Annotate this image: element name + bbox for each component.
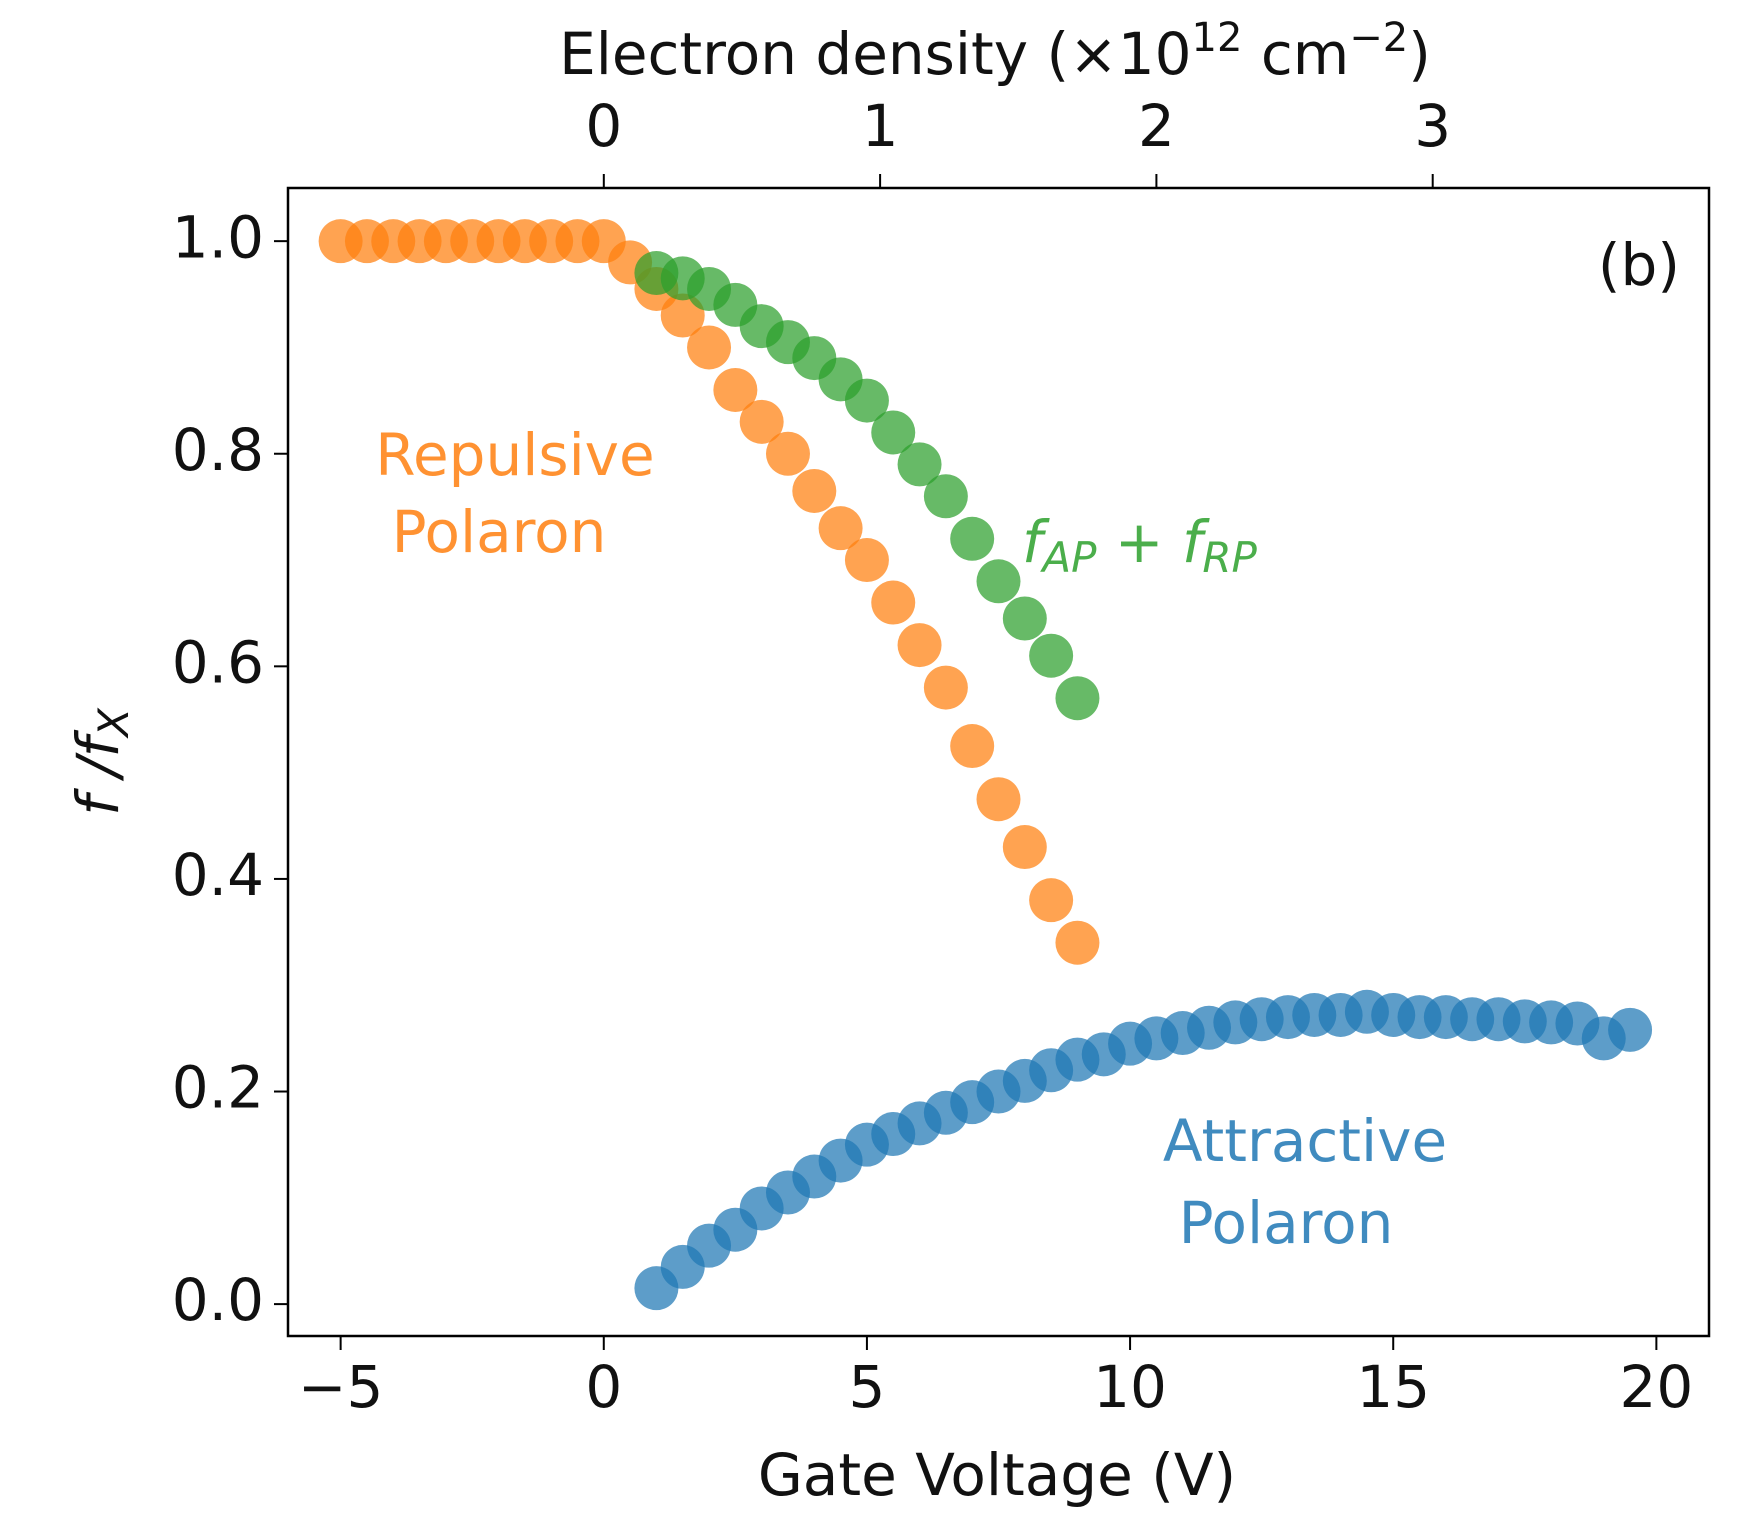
marker (897, 442, 942, 487)
x-tick-label: 10 (1093, 1353, 1167, 1421)
y-tick-label: 0.0 (172, 1266, 264, 1334)
marker (976, 559, 1021, 604)
marker (950, 516, 995, 561)
marker (844, 538, 889, 583)
marker (1608, 1007, 1653, 1052)
top-x-tick-label: 2 (1138, 92, 1175, 160)
marker (976, 777, 1021, 822)
y-tick-label: 0.2 (172, 1054, 264, 1122)
top-axis-title-part: ) (1408, 20, 1431, 88)
series (634, 989, 1653, 1311)
marker (713, 367, 758, 412)
y-axis-title-part: X (89, 707, 138, 739)
marker (1055, 676, 1100, 721)
marker (1029, 633, 1074, 678)
y-axis-title: f /fX (64, 707, 137, 816)
series-label: Attractive (1163, 1107, 1447, 1175)
marker (1002, 596, 1047, 641)
x-tick-label: 5 (848, 1353, 885, 1421)
series-label: Polaron (1179, 1189, 1394, 1257)
top-axis-title: Electron density (×1012 cm−2) (559, 15, 1431, 88)
marker (765, 431, 810, 476)
marker (844, 378, 889, 423)
top-axis-title-part: cm (1242, 20, 1349, 88)
series-label-part: + f (1096, 508, 1209, 576)
y-tick-label: 0.4 (172, 841, 264, 909)
marker (792, 468, 837, 513)
x-axis-title: Gate Voltage (V) (758, 1441, 1236, 1509)
marker (739, 399, 784, 444)
top-axis-title-part: 12 (1192, 15, 1243, 61)
series (634, 251, 1100, 721)
marker (923, 665, 968, 710)
y-axis-title-part: f /f (64, 729, 132, 815)
marker (897, 623, 942, 668)
top-x-tick-label: 3 (1414, 92, 1451, 160)
x-tick-label: 20 (1619, 1353, 1693, 1421)
marker (1002, 825, 1047, 870)
marker (923, 474, 968, 519)
marker (818, 506, 863, 551)
plot-frame (286, 186, 1711, 1338)
marker (1055, 920, 1100, 965)
x-tick-label: 15 (1356, 1353, 1430, 1421)
top-axis-title-part: Electron density (×10 (559, 20, 1191, 88)
y-tick-label: 0.8 (172, 416, 264, 484)
y-tick-label: 0.6 (172, 628, 264, 696)
marker (950, 724, 995, 769)
top-axis-title-part: −2 (1349, 15, 1408, 61)
marker (871, 410, 916, 455)
y-tick-label: 1.0 (172, 203, 264, 271)
series-label: fAP + fRP (1022, 508, 1258, 581)
series-label: Polaron (392, 498, 607, 566)
panel-label: (b) (1598, 231, 1680, 299)
series-label-part: RP (1202, 533, 1257, 582)
x-tick-label: −5 (298, 1353, 384, 1421)
marker (1029, 878, 1074, 923)
series-label-part: AP (1039, 533, 1097, 582)
top-x-tick-label: 0 (585, 92, 622, 160)
marker (871, 580, 916, 625)
x-tick-label: 0 (585, 1353, 622, 1421)
series-label: Repulsive (375, 421, 654, 489)
series (318, 219, 1100, 965)
top-x-tick-label: 1 (862, 92, 899, 160)
marker (687, 325, 732, 370)
